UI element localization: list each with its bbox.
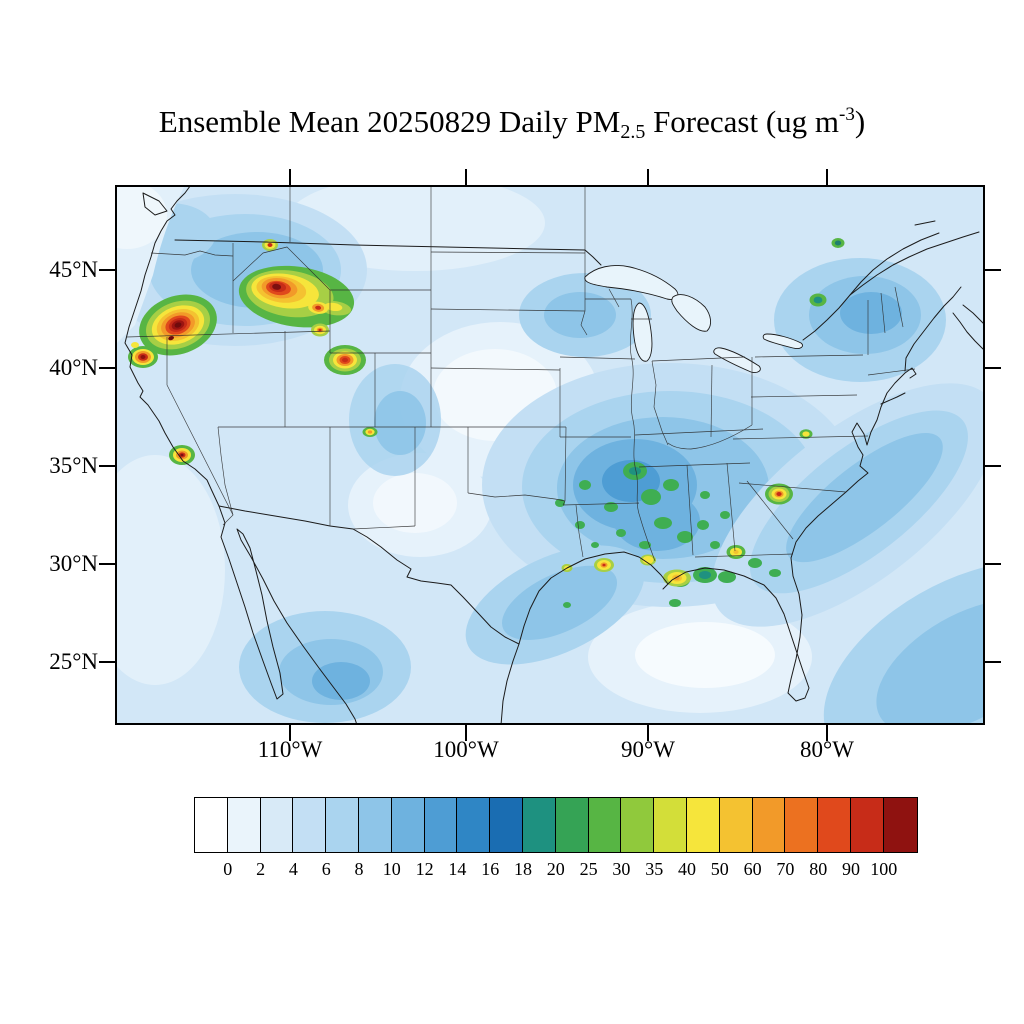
lat-tick-label: 25°N [49,649,98,674]
colorbar-cell [522,798,556,852]
colorbar-tick-label: 30 [612,859,631,879]
colorbar-cell [326,798,359,852]
lat-tick-label: 30°N [49,551,98,576]
lat-tick-right [985,563,1001,565]
colorbar-legend: 0 2 4 6 8 10 12 14 16 18 20 25 30 35 40 50 60 70 80 90 100 [194,797,918,881]
lon-tick-bottom [465,725,467,741]
colorbar-tick-label: 4 [288,859,298,879]
colorbar-cell [391,798,425,852]
hotspot-wyoming [311,323,366,375]
colorbar-tick-label: 6 [321,859,331,879]
colorbar-cell [227,798,261,852]
lat-tick-right [985,269,1001,271]
lat-tick-left [99,367,115,369]
colorbar-cell [457,798,491,852]
lon-tick-bottom [647,725,649,741]
lat-tick-left [99,465,115,467]
colorbar-cell [555,798,589,852]
green-patches [555,462,781,608]
lon-tick-bottom [826,725,828,741]
hotspot-idaho-montana [238,265,355,328]
colorbar-cell [752,798,786,852]
lon-tick-top [289,169,291,185]
colorbar-tick-label: 2 [256,859,266,879]
hotspot-north-idaho [262,239,278,251]
colorbar-tick-label: 20 [546,859,565,879]
lat-tick-label: 35°N [49,453,98,478]
title-prefix: Ensemble Mean 20250829 Daily PM [158,104,621,139]
colorbar-cell [195,798,228,852]
hotspot-sierra-nevada [169,445,195,465]
state-borders [126,185,916,562]
colorbar-tick-label: 60 [743,859,762,879]
colorbar-cell [818,798,851,852]
lat-tick-right [985,661,1001,663]
lon-tick-label: 90°W [621,737,675,762]
lon-tick-label: 110°W [257,737,323,762]
colorbar-tick-label: 10 [382,859,401,879]
lon-tick-bottom [289,725,291,741]
lat-tick-right [985,367,1001,369]
lon-tick-label: 100°W [433,737,499,762]
title-middle: Forecast (ug m [645,104,840,139]
colorbar-labels: 0 2 4 6 8 10 12 14 16 18 20 25 30 35 40 50 60 70 80 90 100 [194,853,918,881]
colorbar-cell [424,798,458,852]
colorbar-cell [883,798,917,852]
colorbar-tick-label: 35 [645,859,664,879]
hotspot-nw-california-coast [128,342,158,368]
lat-tick-label: 45°N [49,257,98,282]
colorbar-tick-label: 70 [776,859,795,879]
colorbar-cell [293,798,327,852]
lat-tick-left [99,661,115,663]
lon-tick-top [826,169,828,185]
colorbar-tick-label: 25 [579,859,598,879]
lat-tick-right [985,465,1001,467]
colorbar-cell [490,798,523,852]
map-svg [85,175,1024,769]
map-panel [85,175,1024,769]
lon-tick-top [465,169,467,185]
colorbar-cell [719,798,753,852]
title-suffix: ) [854,104,866,139]
colorbar-tick-label: 50 [710,859,729,879]
colorbar-tick-label: 14 [448,859,467,879]
lon-tick-top [647,169,649,185]
colorbar-cell [686,798,720,852]
lat-tick-left [99,563,115,565]
hotspot-oregon [139,294,217,356]
colorbar-cell [621,798,655,852]
colorbar-tick-label: 8 [354,859,364,879]
colorbar-tick-label: 18 [514,859,532,879]
colorbar-cell [785,798,819,852]
great-lakes [584,265,804,373]
chart-title: Ensemble Mean 20250829 Daily PM2.5 Forec… [0,104,1024,144]
pm25-contour-field [85,175,1024,769]
hotspot-mid-atlantic [799,429,813,439]
title-superscript: -3 [839,104,855,125]
colorbar-cells [194,797,918,853]
colorbar-tick-label: 100 [870,859,898,879]
colorbar-cell [260,798,294,852]
hotspot-carolinas [765,483,793,505]
colorbar-cell [588,798,622,852]
colorbar-tick-label: 12 [415,859,434,879]
lat-tick-label: 40°N [49,355,98,380]
hotspot-canada-east [831,238,845,248]
colorbar-cell [358,798,392,852]
lat-tick-left [99,269,115,271]
title-subscript: 2.5 [620,121,646,143]
colorbar-tick-label: 0 [223,859,233,879]
colorbar-tick-label: 80 [809,859,828,879]
colorbar-cell [850,798,884,852]
hotspot-utah-small [362,427,378,437]
hotspot-new-york [809,293,827,307]
lon-tick-label: 80°W [800,737,854,762]
colorbar-tick-label: 16 [481,859,500,879]
map-frame [115,185,985,725]
colorbar-tick-label: 90 [842,859,860,879]
colorbar-tick-label: 40 [678,859,696,879]
coastline [124,181,986,726]
colorbar-cell [654,798,687,852]
